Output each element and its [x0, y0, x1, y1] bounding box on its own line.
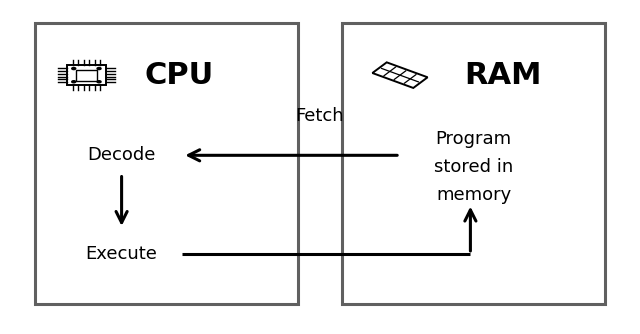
Text: RAM: RAM — [464, 61, 541, 90]
Circle shape — [72, 81, 76, 83]
Text: CPU: CPU — [144, 61, 213, 90]
Text: Execute: Execute — [86, 245, 157, 263]
Bar — [372, 62, 428, 88]
Bar — [67, 65, 106, 85]
Text: Program
stored in
memory: Program stored in memory — [434, 130, 513, 204]
Circle shape — [97, 81, 101, 83]
Bar — [76, 69, 97, 81]
Circle shape — [97, 67, 101, 69]
Text: Decode: Decode — [88, 146, 156, 164]
Bar — [35, 23, 298, 304]
Circle shape — [72, 67, 76, 69]
Bar — [342, 23, 605, 304]
Text: Fetch: Fetch — [296, 107, 344, 125]
